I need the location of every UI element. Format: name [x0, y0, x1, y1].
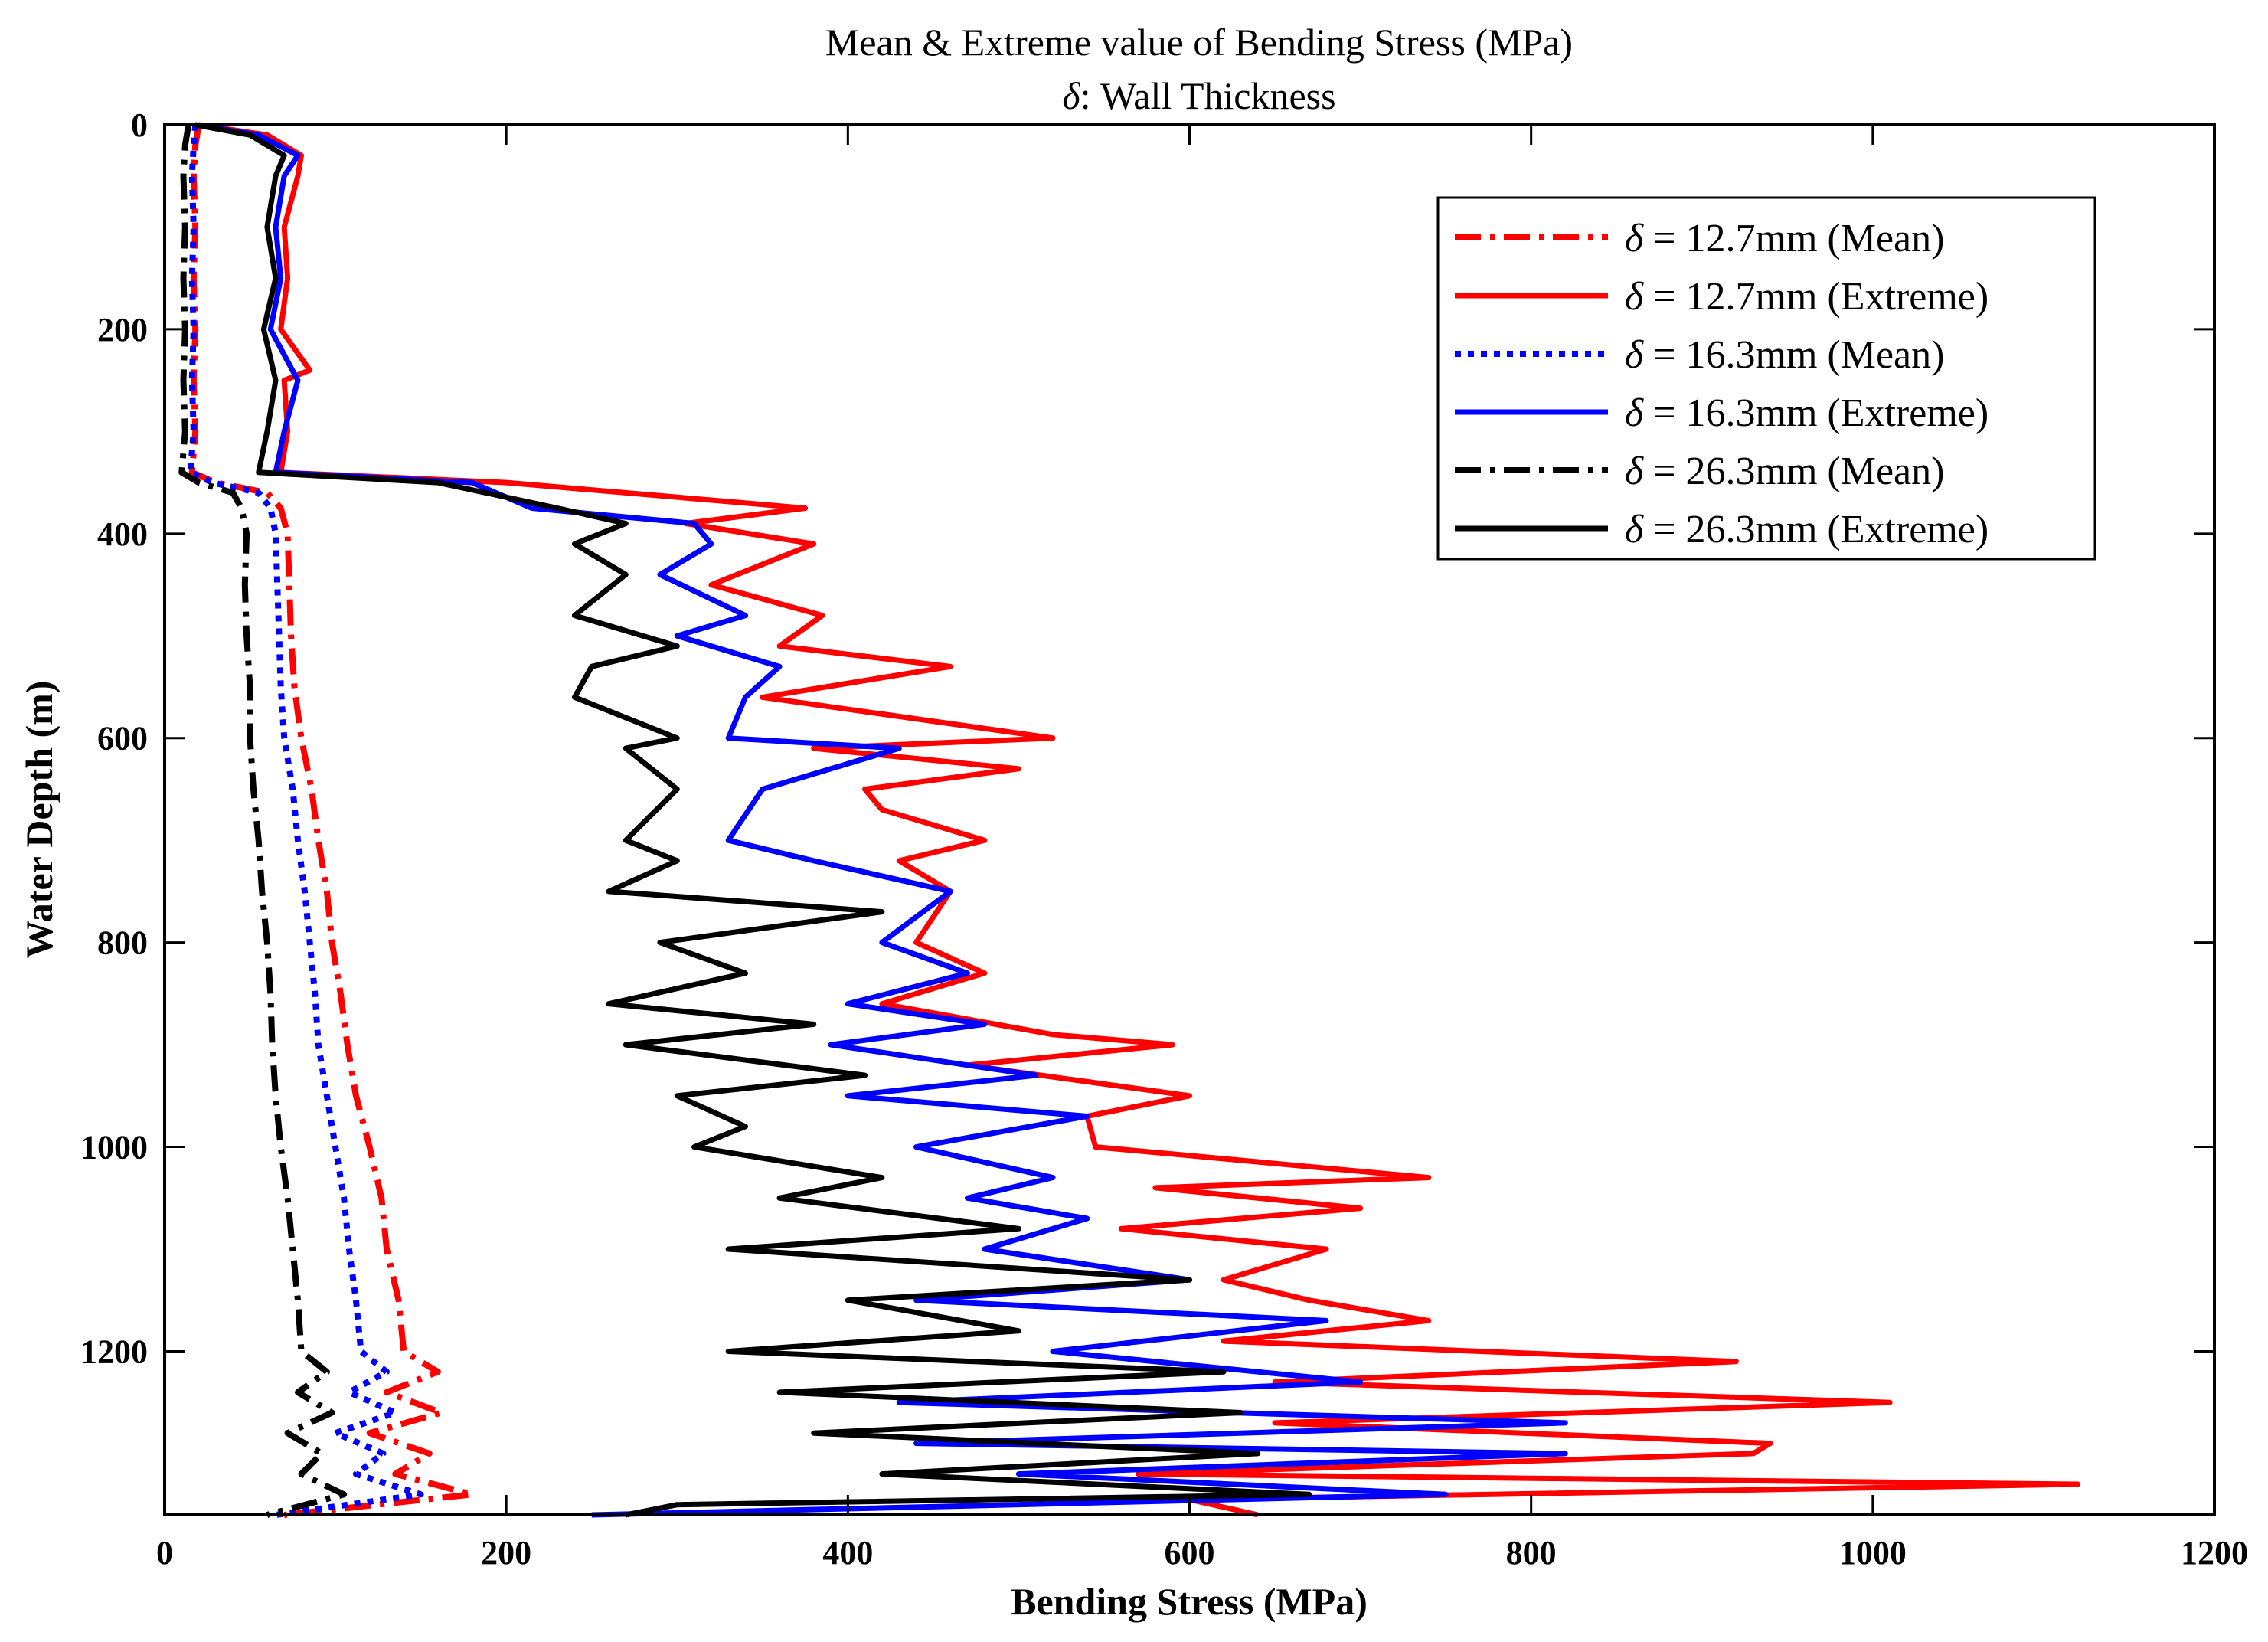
series-layer: [178, 122, 2080, 1518]
chart-title: Mean & Extreme value of Bending Stress (…: [825, 21, 1573, 64]
x-tick-label: 200: [481, 1534, 531, 1572]
chart-subtitle: δ: Wall Thickness: [1062, 74, 1335, 117]
legend: δ = 12.7mm (Mean)δ = 12.7mm (Extreme)δ =…: [1436, 196, 2096, 561]
legend-label-text: = 12.7mm (Mean): [1643, 217, 1944, 260]
y-tick-label: 1000: [80, 1129, 148, 1166]
legend-delta-symbol: δ: [1625, 391, 1644, 435]
x-tick-label: 600: [1165, 1534, 1215, 1572]
legend-label-1: δ = 12.7mm (Mean): [1625, 217, 1944, 260]
y-tick-label: 200: [97, 311, 148, 348]
y-tick-label: 0: [131, 106, 148, 144]
legend-label-text: = 26.3mm (Extreme): [1643, 508, 1989, 551]
x-tick-label: 800: [1506, 1534, 1557, 1572]
y-tick-label: 600: [97, 720, 148, 757]
series-line-5: [178, 124, 348, 1518]
x-axis-label: Bending Stress (MPa): [1011, 1580, 1368, 1623]
legend-label-text: = 16.3mm (Mean): [1643, 333, 1944, 377]
subtitle-delta-symbol: δ: [1062, 74, 1080, 117]
legend-delta-symbol: δ: [1625, 450, 1644, 493]
x-tick-label: 1200: [2181, 1534, 2248, 1572]
legend-label-3: δ = 16.3mm (Mean): [1625, 333, 1944, 377]
legend-delta-symbol: δ: [1625, 217, 1644, 260]
legend-label-text: = 16.3mm (Extreme): [1643, 391, 1989, 435]
y-tick-label: 1200: [80, 1333, 148, 1370]
y-axis-label: Water Depth (m): [18, 681, 60, 959]
legend-label-4: δ = 16.3mm (Extreme): [1625, 391, 1989, 435]
legend-label-text: = 12.7mm (Extreme): [1643, 275, 1989, 319]
series-line-3: [187, 124, 424, 1518]
series-line-6: [194, 122, 1312, 1518]
legend-label-5: δ = 26.3mm (Mean): [1625, 450, 1944, 493]
legend-delta-symbol: δ: [1625, 275, 1644, 319]
y-tick-label: 800: [97, 924, 148, 962]
legend-entries: δ = 12.7mm (Mean)δ = 12.7mm (Extreme)δ =…: [1455, 217, 1989, 551]
axis-ticks: 0 200 400 600 800 1000 1200 0 200 400 600 800 1000 12…: [80, 106, 2248, 1572]
legend-label-2: δ = 12.7mm (Extreme): [1625, 275, 1989, 319]
series-line-2: [198, 122, 2080, 1518]
legend-delta-symbol: δ: [1625, 333, 1644, 377]
x-tick-label: 0: [156, 1534, 173, 1572]
legend-label-text: = 26.3mm (Mean): [1643, 450, 1944, 493]
x-tick-label: 1000: [1839, 1534, 1907, 1572]
legend-label-6: δ = 26.3mm (Extreme): [1625, 508, 1989, 551]
legend-box: [1436, 196, 2096, 561]
series-line-4: [194, 122, 1568, 1518]
y-tick-label: 400: [97, 515, 148, 553]
legend-delta-symbol: δ: [1625, 508, 1644, 551]
subtitle-text: : Wall Thickness: [1080, 74, 1336, 117]
x-tick-label: 400: [822, 1534, 873, 1572]
series-line-1: [188, 124, 475, 1518]
